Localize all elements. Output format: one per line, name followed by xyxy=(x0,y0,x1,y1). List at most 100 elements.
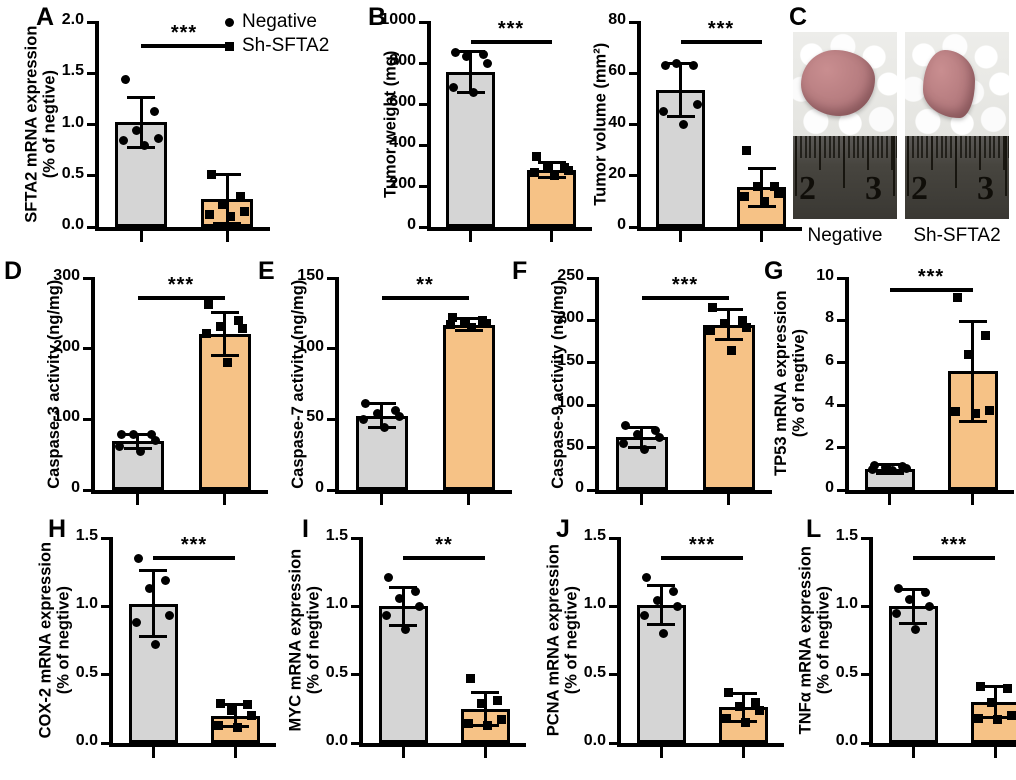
ruler-tick xyxy=(916,136,919,158)
data-point-square xyxy=(964,349,973,359)
ruler-tick xyxy=(799,136,802,158)
y-tick-label: 0 xyxy=(825,479,834,496)
tumor-specimen xyxy=(923,50,975,118)
data-point-circle xyxy=(451,48,461,58)
y-tick xyxy=(629,71,638,75)
square-marker-icon xyxy=(225,41,234,51)
x-tick xyxy=(151,747,155,758)
y-tick-label: 300 xyxy=(53,267,80,284)
ruler-tick xyxy=(979,136,981,170)
y-axis-label-line: Caspase-7 activity (ng/mg) xyxy=(288,279,307,489)
y-tick-label: 150 xyxy=(297,267,324,284)
error-cap-bottom xyxy=(647,623,675,627)
data-point-square xyxy=(723,687,733,697)
ruler-tick-major xyxy=(907,136,909,196)
data-point-square xyxy=(233,315,243,325)
error-bar xyxy=(483,692,487,726)
y-axis-label-b: Tumor weight (mg) xyxy=(381,5,399,244)
y-tick xyxy=(861,604,870,608)
y-tick xyxy=(87,225,96,229)
x-tick xyxy=(380,494,383,505)
y-axis-line-b2 xyxy=(637,21,641,227)
x-axis-line-g xyxy=(845,490,1014,494)
data-point-square xyxy=(975,682,985,692)
data-point-circle xyxy=(911,625,921,635)
y-tick-label: 1000 xyxy=(380,11,416,28)
data-point-square xyxy=(721,713,731,723)
ruler-tick xyxy=(891,136,893,170)
x-tick xyxy=(760,231,763,242)
ruler-number: 2 xyxy=(799,170,816,207)
y-tick-label: 1.5 xyxy=(835,527,858,544)
significance-line xyxy=(661,556,743,560)
y-axis-line-i xyxy=(359,537,363,743)
data-point-square xyxy=(233,723,243,733)
y-tick xyxy=(351,604,360,608)
data-point-circle xyxy=(117,430,127,440)
data-point-square xyxy=(734,701,744,711)
ruler-tick xyxy=(871,136,874,158)
x-axis-line-h xyxy=(109,743,276,747)
data-point-square xyxy=(243,700,253,710)
y-tick xyxy=(587,446,596,450)
panel-label-b: B xyxy=(368,3,386,31)
data-point-square xyxy=(237,324,247,334)
y-tick-label: 50 xyxy=(306,408,324,426)
y-tick-label: 0.0 xyxy=(75,732,98,749)
panel-label-l: L xyxy=(806,515,821,543)
data-point-square xyxy=(708,303,718,313)
panel-label-c: C xyxy=(789,3,807,31)
ruler-tick xyxy=(983,136,986,158)
y-tick-label: 50 xyxy=(566,436,584,454)
y-tick-label: 100 xyxy=(53,408,80,426)
y-tick-label: 600 xyxy=(389,93,416,110)
data-point-circle xyxy=(150,436,160,446)
x-axis-line-d xyxy=(91,490,268,494)
data-point-circle xyxy=(692,99,702,109)
significance-line xyxy=(680,40,762,44)
error-cap-top xyxy=(537,161,566,165)
y-tick-label: 800 xyxy=(389,52,416,69)
ruler-tick xyxy=(895,136,897,158)
data-point-circle xyxy=(390,406,400,416)
x-tick xyxy=(993,747,997,758)
y-tick-label: 1.5 xyxy=(583,527,606,544)
data-point-square xyxy=(759,196,769,206)
data-point-square xyxy=(446,320,456,330)
data-point-square xyxy=(206,170,216,180)
y-tick xyxy=(87,123,96,126)
data-point-circle xyxy=(154,134,164,144)
circle-marker-icon xyxy=(225,17,234,27)
legend-label: Negative xyxy=(242,11,317,32)
y-tick-label: 0.5 xyxy=(61,164,84,182)
y-tick xyxy=(83,347,92,351)
data-point-circle xyxy=(411,586,421,596)
data-point-square xyxy=(727,345,737,355)
ruler-tick xyxy=(945,136,948,158)
x-tick xyxy=(136,494,139,505)
y-tick xyxy=(609,536,618,540)
data-point-square xyxy=(755,705,765,715)
y-tick-label: 1.5 xyxy=(75,527,98,544)
x-axis-line-l xyxy=(869,743,1016,747)
ruler-tick xyxy=(886,136,889,158)
y-tick xyxy=(861,741,870,745)
data-point-circle xyxy=(359,414,369,424)
x-tick xyxy=(911,747,915,758)
data-point-circle xyxy=(904,595,914,604)
y-axis-label-d: Caspase-3 activity (ng/mg) xyxy=(45,261,63,507)
data-point-square xyxy=(769,181,779,191)
y-axis-line-e xyxy=(335,277,339,490)
data-point-square xyxy=(223,358,233,368)
data-point-circle xyxy=(621,421,631,431)
y-tick-label: 1.0 xyxy=(835,595,858,613)
significance-label: ** xyxy=(416,274,434,296)
data-point-square xyxy=(467,322,477,332)
y-tick xyxy=(419,184,428,188)
error-bar xyxy=(139,97,143,148)
y-axis-line-a xyxy=(95,21,99,227)
data-point-circle xyxy=(478,50,488,60)
ruler-tick xyxy=(921,136,924,158)
error-cap-top xyxy=(210,311,239,315)
y-tick xyxy=(837,361,846,365)
